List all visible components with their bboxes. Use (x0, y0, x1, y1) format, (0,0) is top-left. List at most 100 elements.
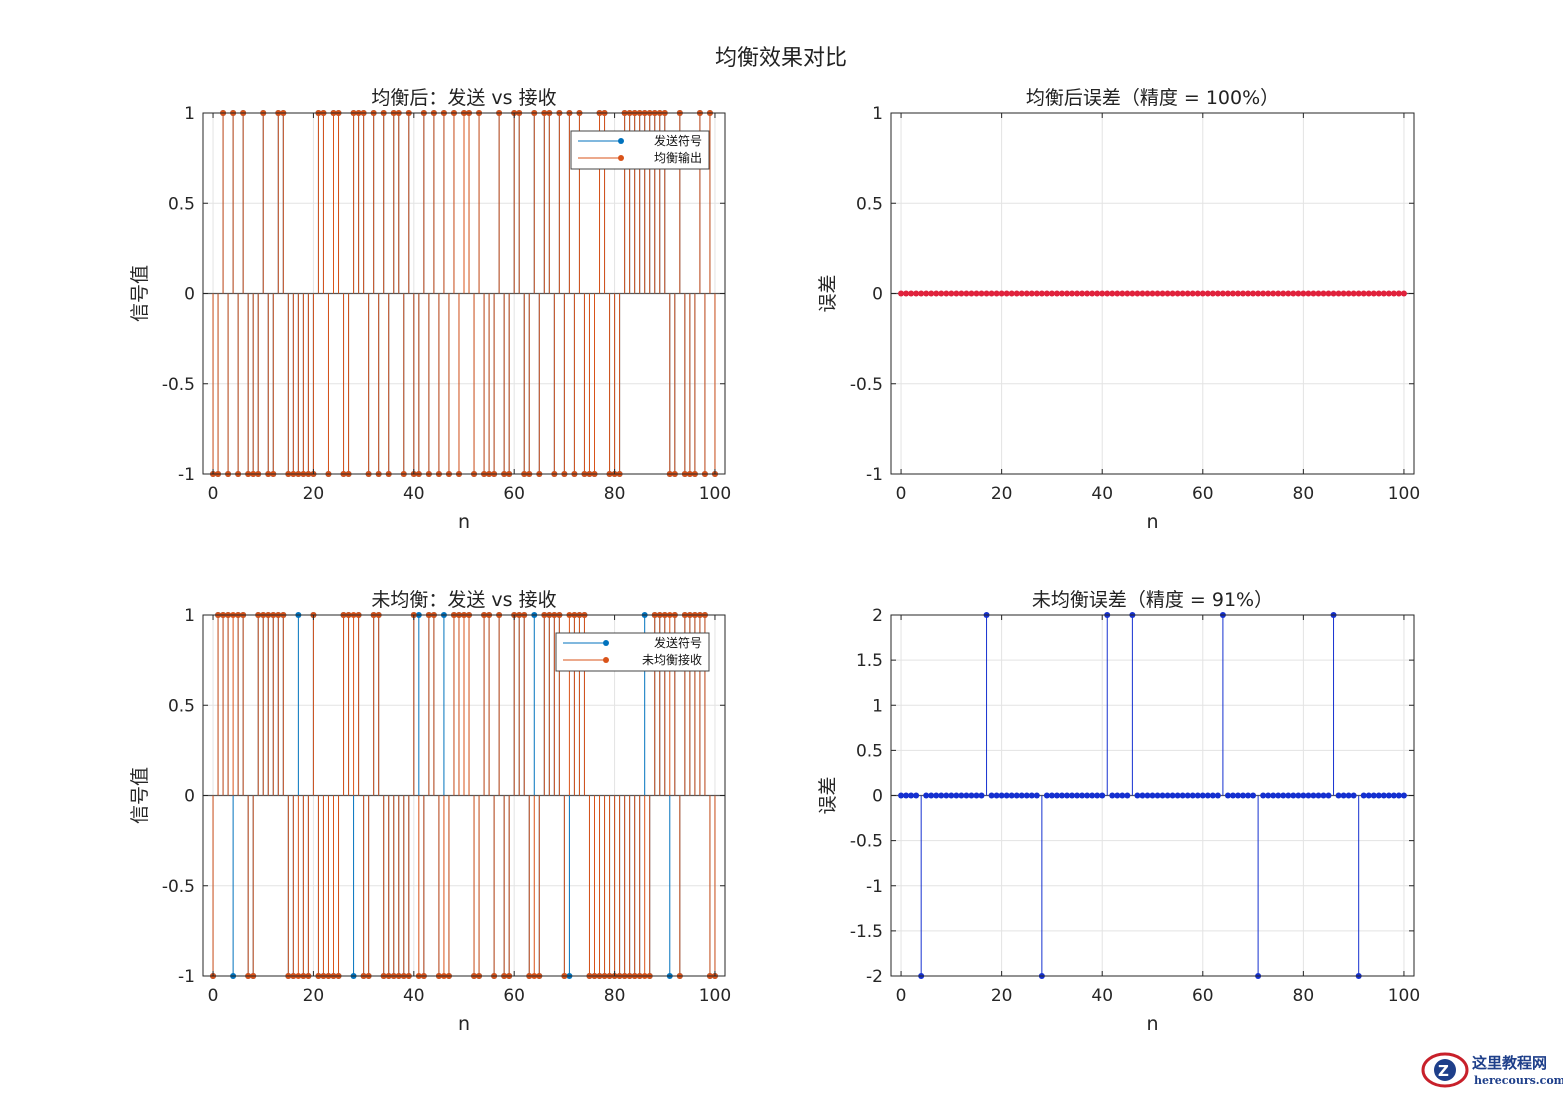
stem-marker (1380, 792, 1387, 799)
x-tick-label: 60 (1192, 484, 1214, 504)
stem-marker (923, 290, 930, 297)
stem-marker (898, 792, 905, 799)
x-tick-label: 20 (991, 484, 1013, 504)
stem-marker (973, 290, 980, 297)
stem-marker (1199, 290, 1206, 297)
stem-marker (1033, 290, 1040, 297)
y-tick-label: -1 (178, 967, 195, 987)
x-tick-label: 0 (896, 986, 907, 1006)
stem-marker (998, 290, 1005, 297)
stem-marker (1129, 290, 1136, 297)
stem-marker (1023, 290, 1030, 297)
stem-marker (1240, 792, 1247, 799)
x-tick-label: 40 (1091, 986, 1113, 1006)
stem-marker (1320, 792, 1327, 799)
stem-marker (903, 290, 910, 297)
stem-marker (908, 290, 915, 297)
x-tick-label: 80 (604, 986, 626, 1006)
stem-marker (1285, 290, 1292, 297)
stem-marker (933, 290, 940, 297)
stem-marker (1300, 290, 1307, 297)
watermark-subtext: herecours.com (1474, 1074, 1563, 1087)
stem-marker (1199, 792, 1206, 799)
x-tick-label: 60 (503, 484, 525, 504)
stem-marker (948, 290, 955, 297)
stem-marker (988, 290, 995, 297)
stem-marker (1360, 290, 1367, 297)
y-tick-label: -0.5 (162, 877, 195, 897)
stem-marker (1270, 290, 1277, 297)
stem-marker (1159, 290, 1166, 297)
stem-marker (1134, 792, 1141, 799)
y-tick-label: -2 (866, 967, 883, 987)
x-tick-label: 20 (991, 986, 1013, 1006)
stem-marker (948, 792, 955, 799)
watermark-text: 这里教程网 (1472, 1054, 1547, 1072)
x-axis-label: n (1146, 1013, 1158, 1035)
y-tick-label: -0.5 (162, 375, 195, 395)
x-tick-label: 40 (403, 484, 425, 504)
stem-marker (1048, 290, 1055, 297)
y-axis-label: 误差 (817, 274, 839, 312)
watermark-ring-icon (1421, 1052, 1469, 1088)
stem-marker (1214, 792, 1221, 799)
stem-marker (1260, 290, 1267, 297)
stem-marker (1204, 792, 1211, 799)
y-tick-label: 0 (872, 285, 883, 305)
stem-marker (1058, 290, 1065, 297)
x-tick-label: 80 (1293, 986, 1315, 1006)
stem-marker (1295, 290, 1302, 297)
stem-marker (1380, 290, 1387, 297)
stem-marker (1365, 290, 1372, 297)
stem-marker (1385, 290, 1392, 297)
stem-marker (1250, 290, 1257, 297)
stem-marker (1139, 792, 1146, 799)
stem-marker (1174, 792, 1181, 799)
stem-marker (1219, 290, 1226, 297)
stem-marker (1124, 290, 1131, 297)
stem-marker (1229, 290, 1236, 297)
stem-marker (1290, 290, 1297, 297)
stem-marker (1053, 290, 1060, 297)
legend-entry-label: 发送符号 (654, 635, 702, 650)
x-tick-label: 40 (1091, 484, 1113, 504)
legend-marker (618, 155, 624, 161)
stem-marker (1390, 290, 1397, 297)
axes-title: 未均衡：发送 vs 接收 (371, 589, 556, 611)
stem-marker (1124, 792, 1131, 799)
legend-entry-label: 均衡输出 (654, 150, 702, 165)
stem-marker (933, 792, 940, 799)
stem-marker (1079, 290, 1086, 297)
stem-marker (1340, 290, 1347, 297)
stem-marker (1340, 792, 1347, 799)
watermark-globe-icon (1434, 1059, 1456, 1081)
y-tick-label: 1 (184, 606, 195, 626)
stem-marker (1335, 290, 1342, 297)
y-axis-label: 信号值 (129, 767, 151, 824)
stem-marker (928, 792, 935, 799)
stem-marker (1310, 792, 1317, 799)
stem-marker (1360, 792, 1367, 799)
stem-marker (1245, 792, 1252, 799)
stem-marker (1320, 290, 1327, 297)
stem-marker (1250, 792, 1257, 799)
y-tick-label: 0.5 (856, 741, 883, 761)
stem-marker (1300, 792, 1307, 799)
stem-marker (1058, 792, 1065, 799)
stem-marker (1325, 290, 1332, 297)
stem-marker (1275, 792, 1282, 799)
stem-marker (898, 290, 905, 297)
stem-marker (1400, 792, 1407, 799)
stem-marker (1033, 792, 1040, 799)
series-1 (898, 290, 1407, 297)
y-tick-label: 0.5 (168, 194, 195, 214)
x-tick-label: 20 (303, 484, 325, 504)
stem-marker (1335, 792, 1342, 799)
stem-marker (1370, 290, 1377, 297)
stem-marker (943, 290, 950, 297)
y-tick-label: -1 (866, 877, 883, 897)
stem-marker (1144, 290, 1151, 297)
stem-marker (953, 290, 960, 297)
stem-marker (1204, 290, 1211, 297)
